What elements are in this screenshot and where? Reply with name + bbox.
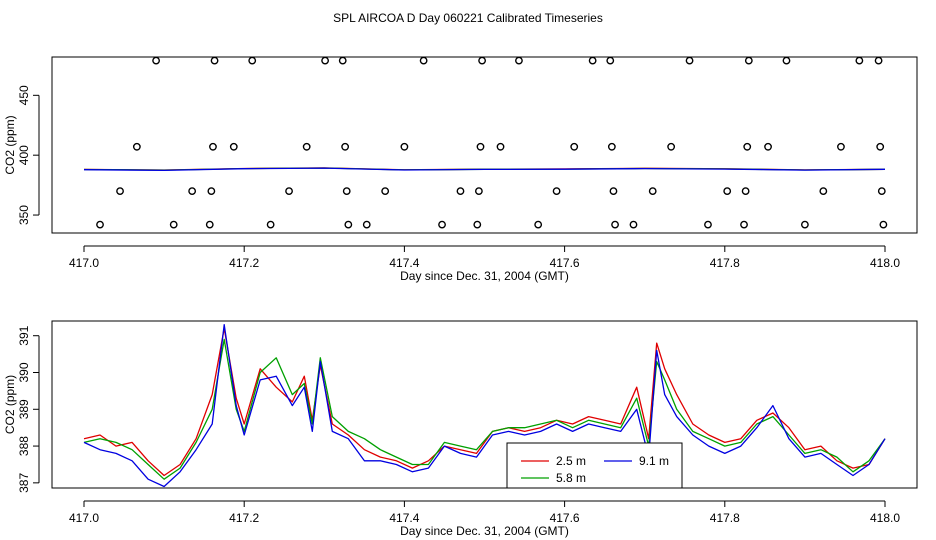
data-point — [611, 220, 619, 229]
bottom-panel: 417.0 417.2 417.4 417.6 417.8 418.0 Day since … — [3, 320, 918, 538]
data-point — [381, 187, 390, 195]
data-point — [552, 187, 561, 195]
data-point — [344, 220, 353, 229]
series-line-91m — [83, 324, 886, 488]
data-point — [667, 142, 676, 151]
data-point — [169, 220, 178, 229]
x-tick-label: 418.0 — [870, 511, 900, 525]
data-point — [285, 187, 293, 195]
data-point — [210, 56, 219, 65]
y-tick-label: 350 — [17, 205, 31, 225]
data-point — [248, 56, 257, 65]
data-point — [874, 56, 883, 65]
data-point — [456, 187, 465, 195]
data-point — [740, 220, 748, 229]
series-line-91m — [83, 167, 886, 172]
x-axis-label: Day since Dec. 31, 2004 (GMT) — [400, 524, 569, 538]
data-point — [302, 142, 311, 151]
data-point — [534, 220, 543, 229]
legend-entry: 5.8 m — [556, 471, 586, 485]
data-point — [782, 56, 791, 65]
x-tick-label: 417.4 — [389, 511, 419, 525]
x-tick-label: 417.0 — [69, 256, 99, 270]
series-line-58m — [83, 338, 886, 480]
data-point — [741, 187, 750, 195]
y-tick-label: 389 — [17, 399, 31, 419]
data-point — [588, 56, 597, 65]
data-point — [648, 187, 657, 195]
data-point — [879, 220, 888, 229]
y-tick-label: 390 — [17, 362, 31, 382]
legend-entry: 2.5 m — [556, 454, 586, 468]
series-line-25m — [83, 327, 886, 477]
data-point — [819, 187, 828, 195]
data-point — [476, 142, 485, 151]
data-point — [152, 56, 160, 65]
data-point — [704, 220, 712, 229]
data-point — [876, 142, 885, 151]
x-tick-label: 417.2 — [229, 511, 259, 525]
data-point — [606, 56, 615, 65]
legend-entry: 9.1 m — [639, 454, 669, 468]
data-point — [723, 187, 732, 195]
top-panel: 417.0 417.2 417.4 417.6 417.8 418.0 Day since … — [3, 56, 918, 283]
data-point — [609, 187, 618, 195]
figure-title: SPL AIRCOA D Day 060221 Calibrated Times… — [333, 11, 603, 25]
data-point — [743, 142, 752, 151]
data-point — [205, 220, 214, 229]
x-axis-label: Day since Dec. 31, 2004 (GMT) — [400, 269, 569, 283]
y-axis-label: CO2 (ppm) — [3, 115, 17, 174]
data-point — [496, 142, 505, 151]
y-tick-label: 387 — [17, 473, 31, 493]
x-tick-label: 417.2 — [229, 256, 259, 270]
data-point — [132, 142, 141, 151]
data-point — [877, 187, 886, 195]
data-point — [362, 220, 371, 229]
data-point — [266, 220, 275, 229]
y-axis-label: CO2 (ppm) — [3, 375, 17, 434]
y-tick-label: 450 — [17, 85, 31, 105]
data-point — [764, 142, 772, 151]
data-point — [321, 56, 330, 65]
legend-box — [506, 442, 683, 489]
data-point — [473, 220, 482, 229]
data-point — [607, 142, 616, 151]
y-tick-label: 400 — [17, 145, 31, 165]
data-point — [116, 187, 124, 195]
data-point — [341, 142, 350, 151]
data-point — [209, 142, 217, 151]
x-tick-label: 417.6 — [550, 256, 580, 270]
data-point — [96, 220, 104, 229]
plot-frame — [51, 320, 918, 489]
x-tick-label: 417.4 — [389, 256, 419, 270]
data-point — [478, 56, 486, 65]
data-point — [400, 142, 409, 151]
legend: 2.5 m 9.1 m 5.8 m — [506, 442, 683, 489]
x-tick-label: 418.0 — [870, 256, 900, 270]
data-point — [837, 142, 845, 151]
plot-frame — [51, 56, 918, 234]
y-tick-label: 388 — [17, 436, 31, 456]
data-point — [438, 220, 446, 229]
data-point — [419, 56, 428, 65]
y-tick-label: 391 — [17, 325, 31, 345]
x-tick-label: 417.6 — [550, 511, 580, 525]
data-point — [685, 56, 694, 65]
data-point — [570, 142, 579, 151]
x-tick-label: 417.8 — [710, 511, 740, 525]
data-point — [188, 187, 197, 195]
data-point — [629, 220, 638, 229]
x-tick-label: 417.0 — [69, 511, 99, 525]
x-tick-label: 417.8 — [710, 256, 740, 270]
data-point — [342, 187, 351, 195]
data-point — [229, 142, 238, 151]
data-point — [801, 220, 809, 229]
data-point — [338, 56, 347, 65]
data-point — [744, 56, 753, 65]
data-point — [474, 187, 483, 195]
data-point — [515, 56, 523, 65]
data-point — [855, 56, 864, 65]
data-point — [207, 187, 216, 195]
